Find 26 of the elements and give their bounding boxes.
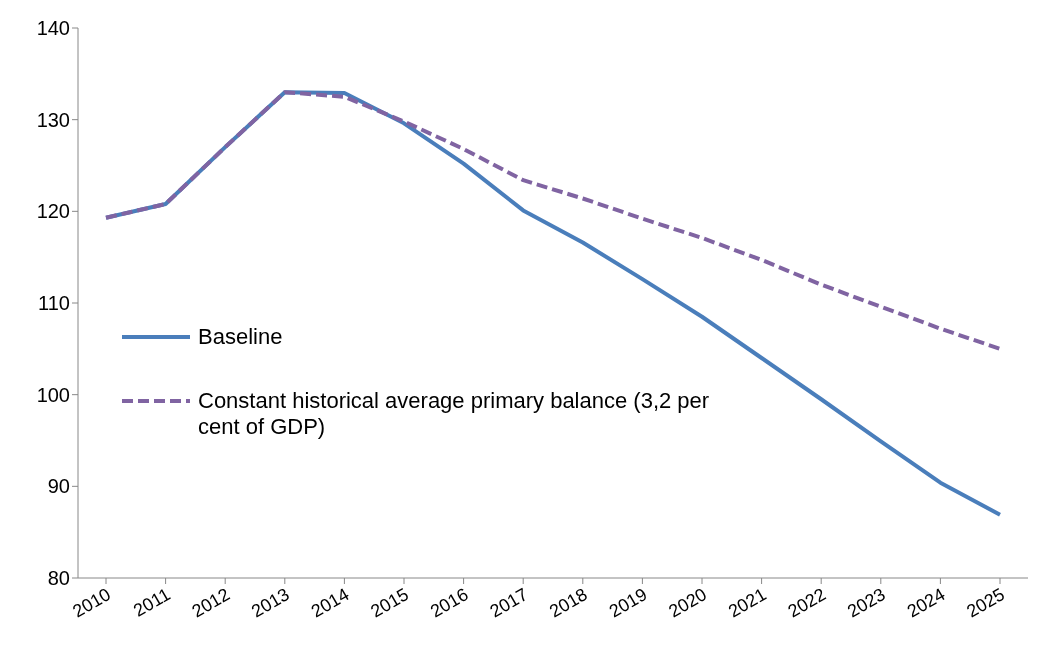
x-tick-label: 2013 (248, 584, 293, 622)
x-tick-label: 2022 (784, 584, 830, 622)
y-tick-label: 100 (36, 383, 70, 406)
x-tick-label: 2016 (426, 584, 472, 622)
x-tick-label: 2021 (724, 584, 770, 622)
x-tick-label: 2014 (307, 584, 353, 622)
x-tick-label: 2020 (665, 584, 710, 622)
y-tick-label: 130 (36, 108, 70, 131)
line-series (104, 90, 1002, 351)
x-tick-label: 2025 (963, 584, 1008, 622)
x-tick-label: 2019 (605, 584, 651, 622)
y-tick-label: 120 (36, 200, 70, 223)
legend-label: Baseline (198, 324, 283, 350)
x-tick-label: 2015 (367, 584, 412, 622)
x-tick-label: 2023 (844, 584, 889, 622)
x-tick-label: 2011 (130, 584, 174, 621)
x-tick-label: 2010 (69, 584, 114, 622)
y-tick-label: 140 (36, 17, 70, 40)
legend-label: Constant historical average primary balance (3,2 per cent of GDP) (198, 388, 711, 440)
y-tick-label: 110 (38, 292, 70, 315)
y-tick-label: 90 (47, 475, 70, 498)
x-tick-label: 2017 (486, 584, 532, 622)
y-tick-label: 80 (47, 567, 70, 590)
x-tick-label: 2018 (546, 584, 591, 622)
x-tick-label: 2024 (903, 584, 949, 622)
x-tick-label: 2012 (188, 584, 234, 622)
